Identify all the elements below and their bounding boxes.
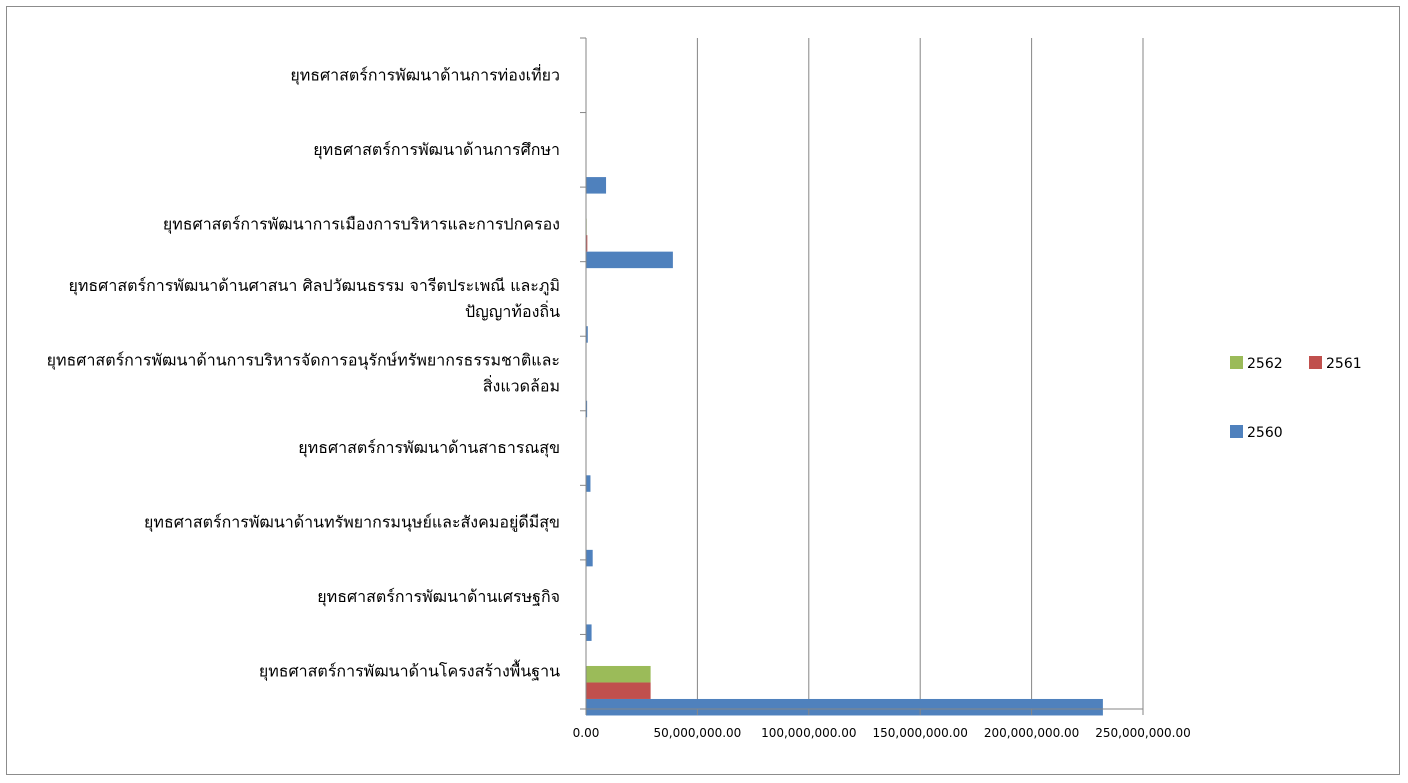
legend-swatch-2562	[1230, 356, 1243, 369]
gridlines	[696, 38, 1144, 709]
x-tick-label: 150,000,000.00	[872, 726, 967, 740]
category-label-line: ยุทธศาสตร์การพัฒนาด้านเศรษฐกิจ	[317, 587, 560, 607]
category-label-line: ยุทธศาสตร์การพัฒนาด้านศาสนา ศิลปวัฒนธรรม…	[68, 276, 560, 296]
x-tick-labels: 0.00 50,000,000.00 100,000,000.00 150,000,0…	[573, 726, 1191, 740]
bar-2560	[586, 698, 1103, 716]
category-label-line: ยุทธศาสตร์การพัฒนาการเมืองการบริหารและกา…	[163, 214, 560, 234]
legend: 2562 2561 2560	[1230, 356, 1362, 441]
axes	[580, 37, 1144, 715]
bar-2560	[586, 177, 607, 194]
x-tick-label: 100,000,000.00	[761, 726, 856, 740]
category-label-line: ยุทธศาสตร์การพัฒนาด้านโครงสร้างพื้นฐาน	[259, 660, 560, 682]
category-label-line: ยุทธศาสตร์การพัฒนาด้านการท่องเที่ยว	[290, 63, 560, 85]
chart-frame	[6, 6, 1400, 775]
category-label-line: ยุทธศาสตร์การพัฒนาด้านทรัพยากรมนุษย์และส…	[144, 513, 560, 533]
category-label-line: ปัญญาท้องถิ่น	[465, 300, 560, 321]
category-label: ยุทธศาสตร์การพัฒนาด้านการบริหารจัดการอนุ…	[47, 351, 560, 396]
legend-swatch-2561	[1309, 356, 1322, 369]
bar-2560	[586, 400, 588, 418]
legend-swatch-2560	[1230, 425, 1243, 438]
bar-2561	[586, 682, 651, 699]
bar-2560	[586, 549, 593, 567]
category-label: ยุทธศาสตร์การพัฒนาด้านสาธารณสุข	[298, 438, 560, 458]
category-labels: ยุทธศาสตร์การพัฒนาด้านการท่องเที่ยวยุทธศ…	[47, 63, 560, 681]
category-label: ยุทธศาสตร์การพัฒนาด้านเศรษฐกิจ	[317, 587, 560, 607]
category-label: ยุทธศาสตร์การพัฒนาด้านการศึกษา	[313, 140, 560, 160]
category-label: ยุทธศาสตร์การพัฒนาด้านศาสนา ศิลปวัฒนธรรม…	[68, 276, 560, 321]
x-tick-label: 250,000,000.00	[1095, 726, 1190, 740]
category-label: ยุทธศาสตร์การพัฒนาด้านโครงสร้างพื้นฐาน	[259, 660, 560, 682]
legend-label-2562: 2562	[1247, 356, 1283, 372]
category-label: ยุทธศาสตร์การพัฒนาด้านทรัพยากรมนุษย์และส…	[144, 513, 560, 533]
category-label: ยุทธศาสตร์การพัฒนาด้านการท่องเที่ยว	[290, 63, 560, 85]
bar-2560	[586, 326, 588, 343]
x-tick-label: 50,000,000.00	[654, 726, 742, 740]
category-label-line: ยุทธศาสตร์การพัฒนาด้านการบริหารจัดการอนุ…	[47, 351, 560, 371]
category-label-line: สิ่งแวดล้อม	[483, 375, 560, 396]
bar-2560	[586, 251, 673, 269]
legend-label-2561: 2561	[1326, 356, 1362, 372]
bar-2560	[586, 624, 592, 641]
category-label: ยุทธศาสตร์การพัฒนาการเมืองการบริหารและกา…	[163, 214, 560, 234]
bar-2560	[586, 475, 591, 492]
category-label-line: ยุทธศาสตร์การพัฒนาด้านสาธารณสุข	[298, 438, 560, 458]
x-tick-label: 200,000,000.00	[984, 726, 1079, 740]
category-label-line: ยุทธศาสตร์การพัฒนาด้านการศึกษา	[313, 140, 560, 160]
legend-label-2560: 2560	[1247, 425, 1283, 441]
bar-2562	[586, 665, 651, 683]
bars	[586, 177, 1103, 716]
bar-2561	[586, 235, 588, 252]
x-tick-label: 0.00	[573, 726, 600, 740]
